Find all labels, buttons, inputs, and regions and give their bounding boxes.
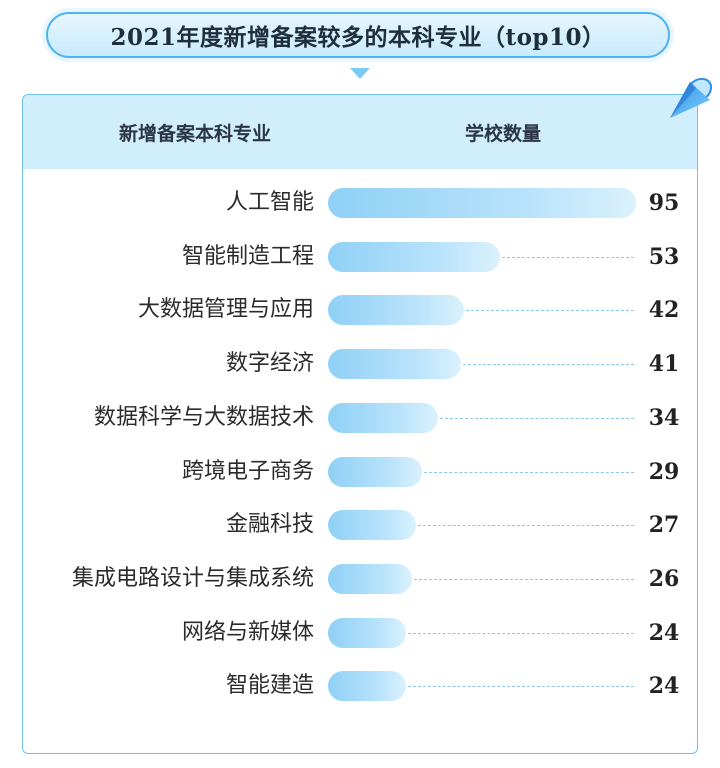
leader-line [424,471,634,473]
header-major-label: 新增备案本科专业 [119,123,272,145]
category-label: 智能制造工程 [181,243,314,269]
bar [328,617,406,648]
bar [328,456,423,487]
leader-line [440,417,634,419]
bar [328,671,406,702]
leader-line [414,578,634,580]
value-label: 34 [648,404,680,431]
category-label: 大数据管理与应用 [137,297,314,323]
blue-cone-icon [670,77,713,118]
value-label: 27 [648,512,680,539]
value-label: 53 [648,243,680,270]
leader-line [501,256,634,258]
bar [328,349,461,380]
bar [328,188,636,218]
bar [328,402,439,433]
category-label: 网络与新媒体 [181,619,314,645]
value-label: 41 [648,351,680,378]
value-label: 42 [648,297,680,324]
header-count-label: 学校数量 [465,123,542,145]
value-label: 29 [648,458,680,485]
category-label: 集成电路设计与集成系统 [71,565,314,591]
bar [328,510,416,541]
leader-line [462,364,634,366]
bar [328,563,413,594]
value-label: 24 [648,673,680,700]
category-label: 数字经济 [225,351,314,377]
leader-line [407,632,634,634]
value-label: 95 [648,190,680,216]
bar [328,295,465,326]
category-label: 金融科技 [225,512,314,538]
category-label: 数据科学与大数据技术 [93,404,314,430]
table-header: 新增备案本科专业 学校数量 [23,95,697,169]
category-label: 人工智能 [225,190,314,215]
category-label: 智能建造 [225,673,314,699]
leader-line [407,686,634,688]
leader-line [417,525,634,527]
chart-title: 2021年度新增备案较多的本科专业（top10） [46,12,670,58]
bar [328,241,500,272]
value-label: 24 [648,619,680,646]
value-label: 26 [648,565,680,592]
triangle-down-icon [350,68,370,79]
leader-line [466,310,634,312]
category-label: 跨境电子商务 [181,458,314,484]
